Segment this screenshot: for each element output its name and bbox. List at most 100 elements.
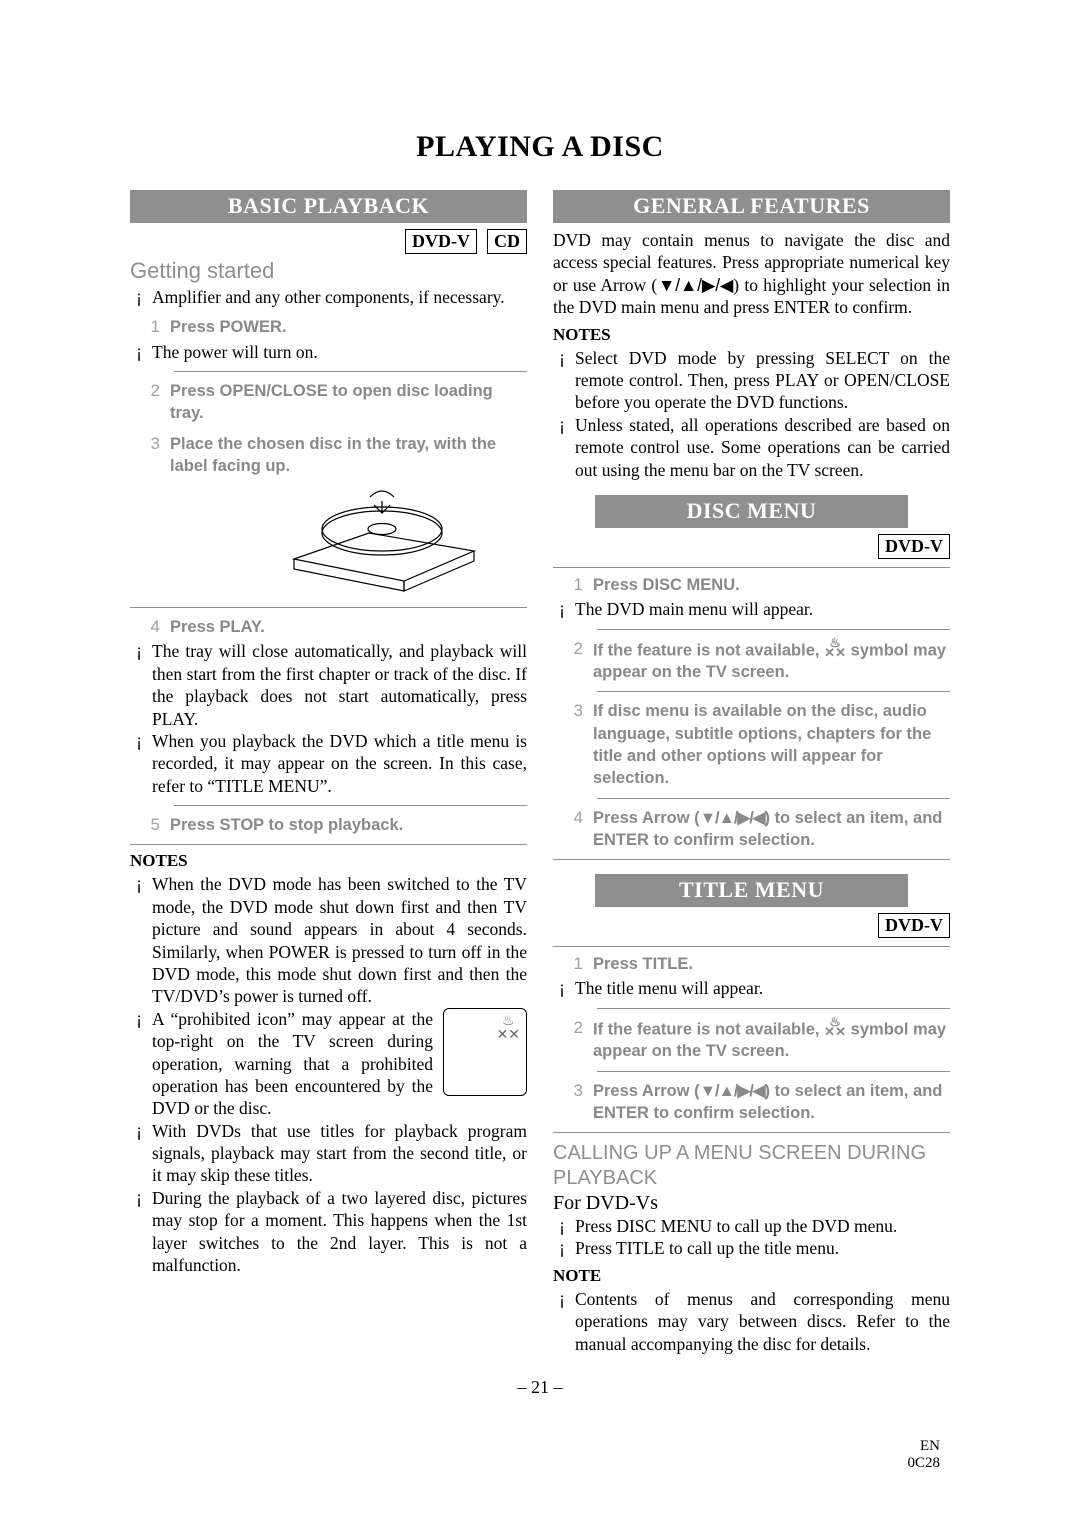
calling-b1: ¡ Press DISC MENU to call up the DVD men…	[555, 1215, 950, 1237]
dm-step-1: 1 Press DISC MENU.	[565, 574, 950, 596]
getting-started-heading: Getting started	[130, 258, 527, 284]
step-text: Place the chosen disc in the tray, with …	[170, 433, 527, 478]
rule	[174, 371, 527, 372]
rule	[553, 946, 950, 947]
bullet-text: Select DVD mode by pressing SELECT on th…	[575, 347, 950, 414]
footer-right: EN 0C28	[907, 1438, 940, 1473]
bullet-dot: ¡	[555, 1215, 569, 1237]
calling-heading: CALLING UP A MENU SCREEN DURING PLAYBACK	[553, 1141, 950, 1190]
rule	[553, 567, 950, 568]
dm-step-2: 2 If the feature is not available, ♨✕✕ s…	[565, 638, 950, 684]
disc-tags: DVD-V	[553, 534, 950, 559]
step-text: Press DISC MENU.	[593, 574, 950, 596]
section-disc-menu: DISC MENU	[595, 495, 909, 528]
bullet-dot: ¡	[555, 414, 569, 481]
bullet-dot: ¡	[555, 1288, 569, 1355]
step-num: 1	[565, 574, 583, 595]
step-2: 2 Press OPEN/CLOSE to open disc loading …	[142, 380, 527, 425]
disc-tags: DVD-V CD	[130, 229, 527, 254]
left-column: BASIC PLAYBACK DVD-V CD Getting started …	[130, 182, 527, 1355]
bullet-text: Press DISC MENU to call up the DVD menu.	[575, 1215, 950, 1237]
step-3: 3 Place the chosen disc in the tray, wit…	[142, 433, 527, 478]
step-text: Press Arrow (▼/▲/▶/◀) to select an item,…	[593, 1080, 950, 1125]
dm-step-4: 4 Press Arrow (▼/▲/▶/◀) to select an ite…	[565, 807, 950, 852]
step-num: 4	[142, 616, 160, 637]
bullet-text: Press TITLE to call up the title menu.	[575, 1237, 950, 1259]
step-text: Press TITLE.	[593, 953, 950, 975]
footer-lang: EN	[907, 1438, 940, 1455]
text: If the feature is not available,	[593, 641, 824, 659]
step-text: Press OPEN/CLOSE to open disc loading tr…	[170, 380, 527, 425]
arrow-glyphs: ▼/▲/▶/◀	[700, 1082, 765, 1100]
bullet-dot: ¡	[555, 347, 569, 414]
step-num: 3	[142, 433, 160, 454]
arrow-glyphs: ▼/▲/▶/◀	[657, 275, 733, 295]
rule	[130, 844, 527, 845]
bullet-dot: ¡	[132, 640, 146, 730]
tag-dvd-v: DVD-V	[878, 913, 950, 938]
gen-note-1: ¡ Select DVD mode by pressing SELECT on …	[555, 347, 950, 414]
step-num: 1	[142, 316, 160, 337]
rule	[597, 798, 950, 799]
bullet-text: The tray will close automatically, and p…	[152, 640, 527, 730]
bullet-amplifier: ¡ Amplifier and any other components, if…	[132, 286, 527, 308]
prohibited-icon: ♨✕✕	[824, 1017, 846, 1038]
prohibited-box: ♨✕✕	[443, 1008, 527, 1096]
columns: BASIC PLAYBACK DVD-V CD Getting started …	[130, 182, 950, 1355]
disc-tray-illustration	[130, 481, 527, 599]
dm-bullet-1: ¡ The DVD main menu will appear.	[555, 598, 950, 620]
bullet-text: When the DVD mode has been switched to t…	[152, 873, 527, 1007]
rule	[130, 607, 527, 608]
bullet-dot: ¡	[132, 873, 146, 1007]
bullet-dot: ¡	[132, 1187, 146, 1277]
calling-b2: ¡ Press TITLE to call up the title menu.	[555, 1237, 950, 1259]
step-text: Press POWER.	[170, 316, 527, 338]
rule	[597, 691, 950, 692]
bullet-dot: ¡	[555, 977, 569, 999]
bullet-text: During the playback of a two layered dis…	[152, 1187, 527, 1277]
bullet-text: The power will turn on.	[152, 341, 527, 363]
note-heading: NOTE	[553, 1266, 950, 1286]
calling-note: ¡ Contents of menus and corresponding me…	[555, 1288, 950, 1355]
page: PLAYING A DISC BASIC PLAYBACK DVD-V CD G…	[0, 0, 1080, 1528]
bullet-power-on: ¡ The power will turn on.	[132, 341, 527, 363]
bullet-title-menu: ¡ When you playback the DVD which a titl…	[132, 730, 527, 797]
bullet-text: The DVD main menu will appear.	[575, 598, 950, 620]
general-features-body: DVD may contain menus to navigate the di…	[553, 229, 950, 319]
step-num: 2	[565, 1017, 583, 1038]
prohibited-icon: ♨✕✕	[497, 1013, 520, 1041]
rule	[597, 1071, 950, 1072]
bullet-dot: ¡	[132, 730, 146, 797]
tm-step-1: 1 Press TITLE.	[565, 953, 950, 975]
tm-step-2: 2 If the feature is not available, ♨✕✕ s…	[565, 1017, 950, 1063]
bullet-text: Amplifier and any other components, if n…	[152, 286, 527, 308]
rule	[597, 1008, 950, 1009]
step-5: 5 Press STOP to stop playback.	[142, 814, 527, 836]
gen-note-2: ¡ Unless stated, all operations describe…	[555, 414, 950, 481]
note-3: ¡ With DVDs that use titles for playback…	[132, 1120, 527, 1187]
step-num: 1	[565, 953, 583, 974]
section-general-features: GENERAL FEATURES	[553, 190, 950, 223]
section-title-menu: TITLE MENU	[595, 874, 909, 907]
rule	[553, 1132, 950, 1133]
step-4: 4 Press PLAY.	[142, 616, 527, 638]
step-num: 4	[565, 807, 583, 828]
page-number: – 21 –	[130, 1377, 950, 1398]
bullet-dot: ¡	[555, 1237, 569, 1259]
rule	[174, 805, 527, 806]
right-column: GENERAL FEATURES DVD may contain menus t…	[553, 182, 950, 1355]
step-text: Press STOP to stop playback.	[170, 814, 527, 836]
bullet-dot: ¡	[132, 341, 146, 363]
prohibited-icon: ♨✕✕	[824, 638, 846, 659]
section-basic-playback: BASIC PLAYBACK	[130, 190, 527, 223]
bullet-text: The title menu will appear.	[575, 977, 950, 999]
page-title: PLAYING A DISC	[130, 130, 950, 164]
bullet-dot: ¡	[555, 598, 569, 620]
step-text: Press PLAY.	[170, 616, 527, 638]
arrow-glyphs: ▼/▲/▶/◀	[700, 809, 765, 827]
rule	[597, 629, 950, 630]
bullet-dot: ¡	[132, 1120, 146, 1187]
notes-heading: NOTES	[130, 851, 527, 871]
step-1: 1 Press POWER.	[142, 316, 527, 338]
tray-icon	[274, 481, 484, 599]
